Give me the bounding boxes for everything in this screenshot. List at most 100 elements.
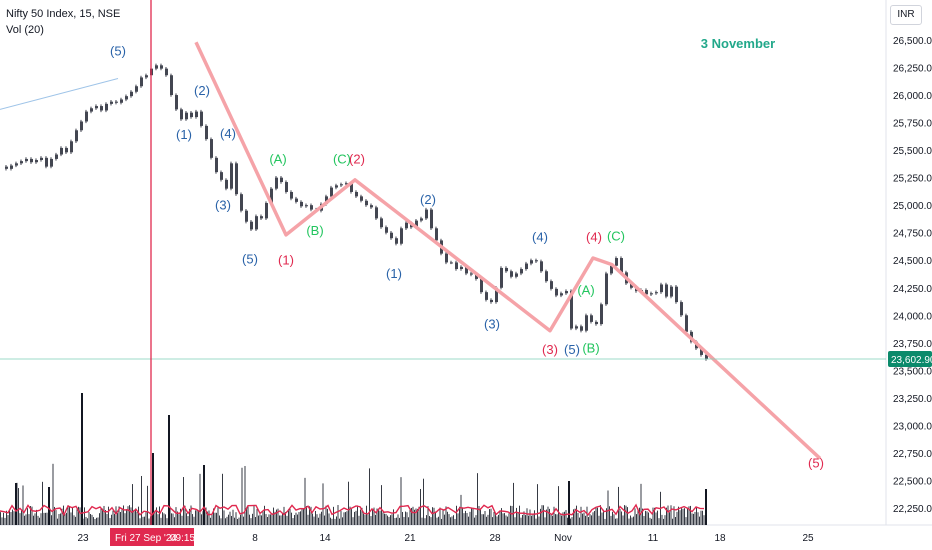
volume-bar [496, 516, 498, 525]
volume-bar [550, 514, 552, 525]
volume-bar [702, 510, 703, 525]
volume-bar [165, 514, 166, 525]
volume-bar [406, 512, 408, 525]
volume-bar [607, 490, 609, 525]
volume-bar [397, 514, 399, 525]
volume-bar [639, 507, 640, 525]
volume-bar [279, 515, 280, 525]
candle-body [215, 157, 218, 173]
candle-body [685, 315, 688, 332]
volume-bar [657, 510, 658, 525]
volume-bar [351, 509, 352, 525]
volume-bar [184, 505, 186, 525]
volume-bar [498, 514, 499, 525]
volume-bar [460, 494, 462, 525]
volume-bar [283, 506, 285, 525]
volume-bar [3, 512, 4, 525]
volume-bar [21, 509, 22, 525]
volume-bar [289, 508, 291, 525]
volume-bar [424, 518, 426, 525]
candle-body [40, 157, 43, 161]
volume-bar [415, 508, 417, 525]
volume-bar [454, 518, 456, 525]
volume-bar [51, 515, 52, 525]
volume-bar [268, 514, 270, 525]
candle-body [125, 96, 128, 100]
volume-indicator-label[interactable]: Vol (20) [6, 24, 44, 36]
volume-bar [334, 518, 336, 525]
volume-bar [387, 515, 388, 525]
volume-bar [492, 517, 493, 525]
volume-bar [513, 482, 514, 525]
volume-bar [118, 506, 120, 525]
volume-bar [549, 508, 550, 525]
volume-bar [183, 477, 184, 525]
volume-bar [327, 508, 328, 525]
volume-bar [105, 510, 106, 525]
volume-bar [70, 512, 72, 525]
volume-bar [247, 506, 249, 525]
volume-bar [489, 509, 490, 525]
volume-bar [67, 505, 69, 525]
volume-bar [208, 510, 210, 525]
volume-bar [316, 514, 318, 525]
volume-bar [349, 506, 351, 525]
volume-bar [529, 509, 531, 525]
volume-bar [582, 513, 583, 525]
volume-bar [90, 514, 91, 525]
volume-bar [192, 514, 193, 525]
wave-label: (B) [582, 341, 599, 356]
y-tick-label: 25,000.00 [893, 201, 932, 212]
candle-body [415, 220, 418, 228]
volume-bar [267, 516, 268, 525]
candle-body [140, 77, 143, 87]
volume-bar [592, 512, 594, 525]
volume-bar [528, 515, 529, 525]
volume-bar [642, 508, 643, 525]
y-tick-label: 26,500.00 [893, 36, 932, 47]
x-tick-label: 14 [319, 533, 331, 544]
volume-bar [286, 515, 288, 525]
volume-bar [448, 514, 450, 525]
candle-body [90, 108, 93, 112]
volume-bar [517, 512, 519, 525]
volume-bar [238, 517, 240, 525]
candle-body [210, 139, 213, 158]
candle-body [65, 147, 68, 153]
currency-button[interactable]: INR [890, 5, 922, 25]
candle-body [330, 187, 333, 197]
volume-bar [240, 514, 241, 525]
volume-bar [325, 505, 327, 525]
volume-bar [120, 512, 121, 525]
volume-bar [108, 506, 109, 525]
volume-bar [4, 517, 6, 525]
volume-bar [651, 518, 652, 525]
volume-bar [627, 507, 628, 525]
volume-bar [658, 518, 660, 525]
volume-bar [538, 516, 540, 525]
volume-bar [57, 518, 58, 525]
volume-bar [336, 516, 337, 525]
volume-bar [630, 515, 631, 525]
volume-bar [562, 512, 564, 525]
candle-body [505, 267, 508, 272]
volume-bar [112, 510, 114, 525]
candle-body [200, 111, 203, 126]
wave-label: (4) [220, 126, 236, 141]
volume-bar [84, 507, 85, 525]
volume-bar [75, 516, 76, 525]
volume-bar [633, 516, 634, 525]
date-annotation: 3 November [701, 36, 775, 51]
candle-body [430, 209, 433, 229]
volume-bar [501, 508, 502, 525]
candle-body [80, 121, 83, 131]
volume-bar [475, 515, 477, 525]
volume-bar [379, 510, 381, 525]
x-tick-label: 23 [77, 533, 89, 544]
volume-bar [348, 481, 349, 525]
volume-bar [625, 505, 627, 525]
candle-body [670, 286, 673, 297]
volume-bar [522, 514, 523, 525]
volume-spike [152, 453, 154, 525]
